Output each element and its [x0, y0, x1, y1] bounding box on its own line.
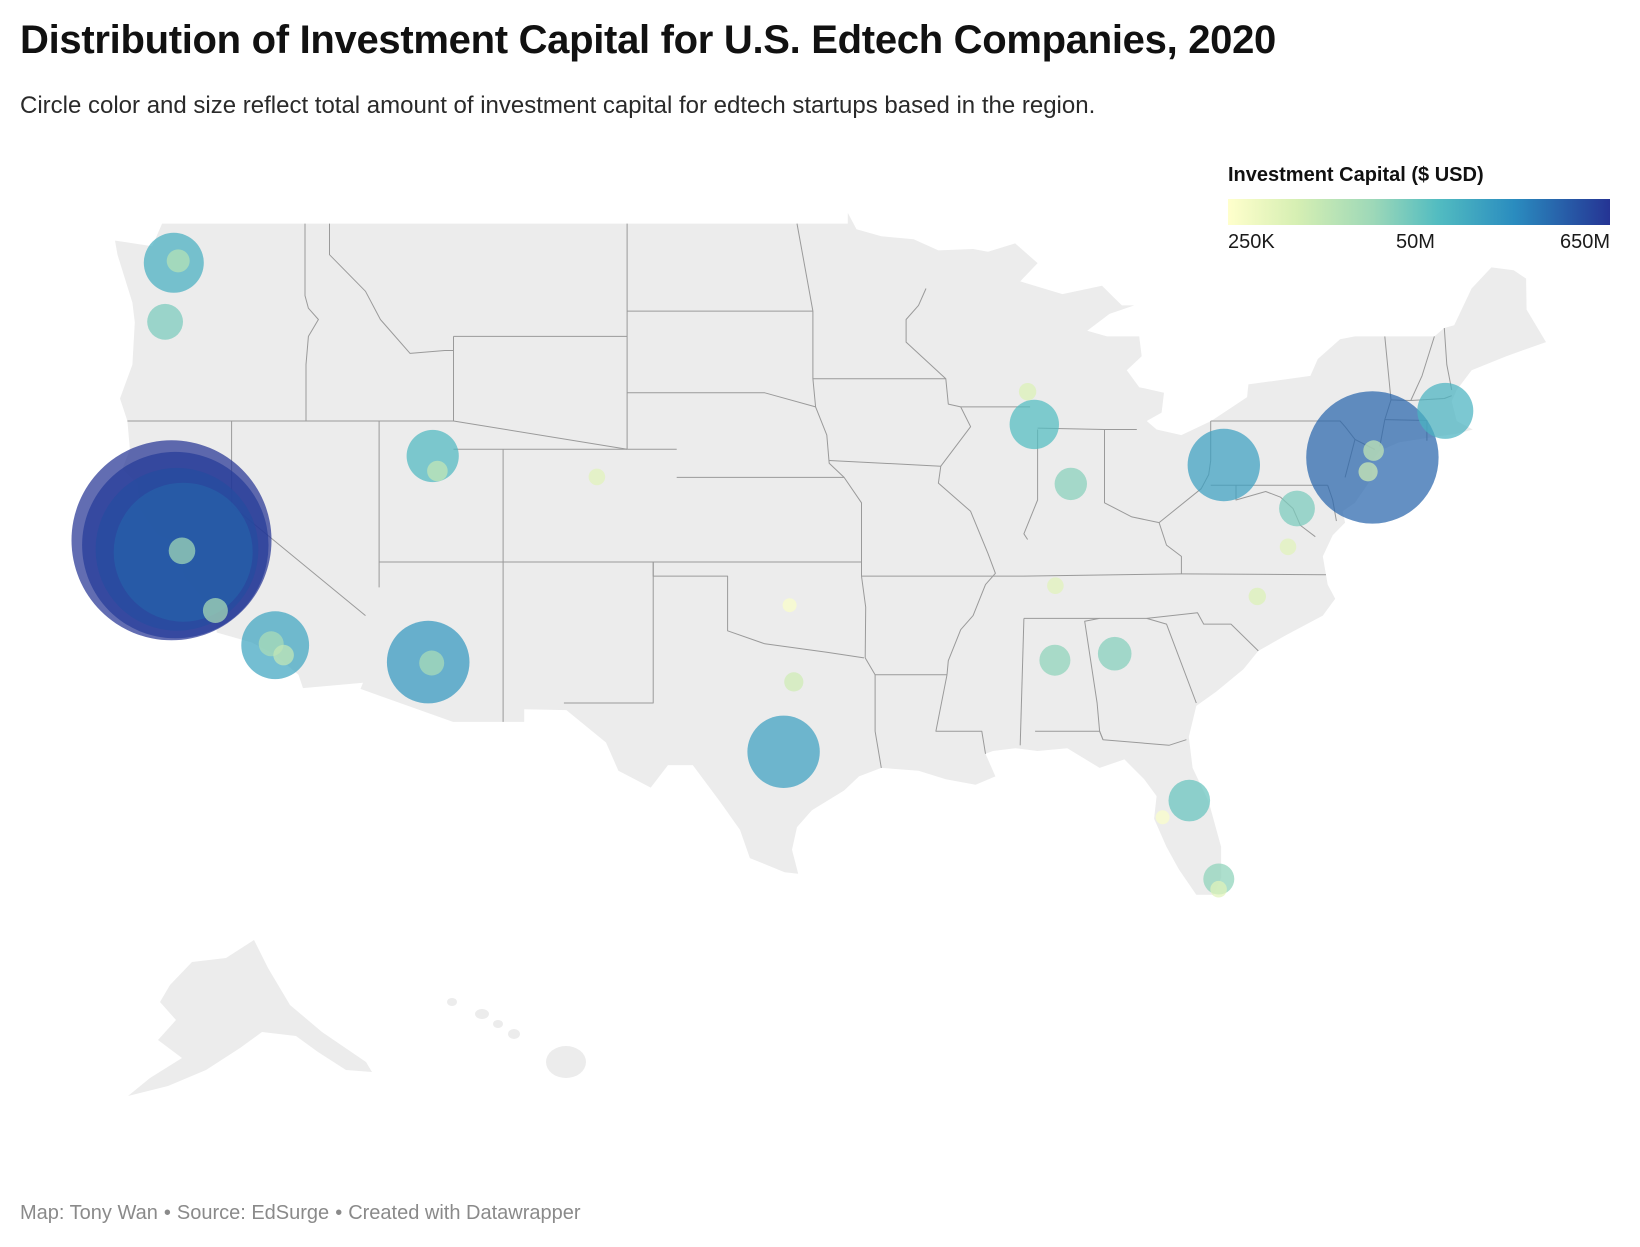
tool-credit: Created with Datawrapper [348, 1202, 581, 1224]
investment-circle [273, 644, 294, 666]
legend-mid-label: 50M [1396, 231, 1435, 253]
legend-max-label: 650M [1559, 231, 1610, 253]
investment-circle [1168, 779, 1211, 822]
investment-circle [1054, 467, 1088, 501]
chart-subtitle: Circle color and size reflect total amou… [20, 92, 1096, 119]
investment-circle [419, 650, 445, 676]
investment-circle [202, 598, 228, 623]
investment-circle [1097, 636, 1132, 671]
legend-title: Investment Capital ($ USD) [1228, 164, 1484, 186]
investment-circle [166, 249, 190, 273]
investment-circle [1248, 587, 1267, 606]
legend-min-label: 250K [1228, 231, 1275, 253]
investment-circle [588, 468, 606, 486]
legend-gradient-bar [1228, 199, 1610, 225]
investment-circle [1047, 577, 1064, 594]
investment-circle [1187, 428, 1261, 502]
investment-circle [1363, 440, 1384, 461]
investment-circle [782, 598, 797, 613]
investment-circle [427, 460, 448, 482]
land-layer [115, 212, 1546, 1096]
legend-labels: 250K 50M 650M [1228, 231, 1610, 257]
investment-circle [168, 537, 196, 565]
investment-circle [1155, 810, 1170, 825]
investment-circle [1279, 490, 1315, 527]
investment-circle [1279, 538, 1297, 556]
footer-credits: Map: Tony Wan • Source: EdSurge • Created wi… [20, 1202, 581, 1224]
investment-circle [784, 672, 804, 692]
investment-circle [747, 715, 820, 788]
investment-circle [1417, 382, 1474, 439]
investment-circle [1039, 644, 1071, 676]
source-credit: Source: EdSurge [176, 1202, 330, 1224]
investment-circle [1358, 462, 1378, 482]
investment-circle [1210, 880, 1227, 898]
state-borders [127, 223, 1453, 768]
chart-title: Distribution of Investment Capital for U… [20, 18, 1276, 62]
color-legend: Investment Capital ($ USD) 250K 50M 650M [1228, 164, 1610, 257]
investment-circle [147, 303, 184, 340]
map-credit: Map: Tony Wan [20, 1202, 158, 1224]
investment-circle [1018, 383, 1037, 401]
investment-circle [1009, 399, 1059, 450]
investment-circles [71, 232, 1474, 898]
